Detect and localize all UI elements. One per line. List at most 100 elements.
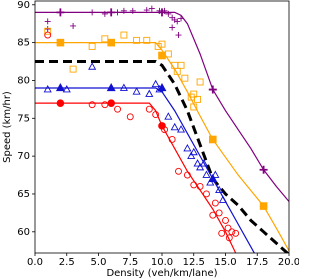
data-point bbox=[43, 85, 52, 93]
y-tick-label: 90 bbox=[17, 0, 30, 11]
data-point bbox=[106, 83, 116, 92]
fit-line bbox=[35, 11, 289, 202]
data-point bbox=[259, 165, 268, 174]
x-tick-label: 5.0 bbox=[91, 257, 107, 268]
x-tick-label: 7.5 bbox=[122, 257, 138, 268]
data-point bbox=[56, 99, 65, 107]
data-point bbox=[44, 26, 51, 32]
x-tick-label: 15.0 bbox=[214, 257, 236, 268]
data-point bbox=[70, 22, 77, 29]
data-point bbox=[154, 42, 162, 50]
y-tick-label: 75 bbox=[17, 113, 30, 124]
y-axis-label: Speed (km/hr) bbox=[2, 91, 13, 163]
fit-line bbox=[35, 60, 289, 253]
x-tick-label: 17.5 bbox=[246, 257, 268, 268]
data-point bbox=[193, 159, 202, 167]
data-point bbox=[222, 217, 229, 224]
data-point bbox=[69, 65, 77, 73]
data-point bbox=[178, 15, 185, 22]
data-point bbox=[218, 195, 228, 203]
data-point bbox=[88, 101, 96, 109]
data-point bbox=[120, 31, 128, 39]
data-point bbox=[107, 38, 116, 47]
fit-line bbox=[35, 42, 289, 252]
chart: Density (veh/km/lane) Speed (km/hr) 0.0 2… bbox=[2, 0, 299, 279]
data-point bbox=[208, 85, 217, 94]
data-point bbox=[145, 105, 153, 113]
data-point bbox=[170, 122, 179, 131]
data-point bbox=[164, 112, 173, 120]
data-point bbox=[215, 185, 224, 194]
data-point bbox=[225, 234, 233, 242]
data-point bbox=[196, 162, 205, 171]
data-point bbox=[176, 125, 186, 133]
data-point bbox=[171, 16, 178, 23]
data-point bbox=[44, 18, 51, 25]
data-point bbox=[177, 61, 185, 69]
data-point bbox=[114, 9, 121, 16]
data-point bbox=[206, 178, 215, 186]
data-point bbox=[187, 151, 196, 159]
data-point bbox=[114, 105, 122, 113]
data-point bbox=[148, 5, 155, 12]
data-point bbox=[224, 224, 232, 232]
data-point bbox=[208, 173, 218, 182]
data-point bbox=[158, 8, 166, 17]
data-point bbox=[62, 85, 71, 93]
data-point bbox=[174, 18, 181, 25]
y-tick-label: 70 bbox=[17, 151, 30, 162]
data-point bbox=[145, 89, 154, 97]
data-point bbox=[55, 83, 65, 92]
data-point bbox=[190, 103, 198, 111]
data-point bbox=[56, 38, 65, 47]
data-point bbox=[211, 170, 220, 178]
data-point bbox=[259, 202, 268, 210]
plot-area bbox=[35, 5, 289, 253]
data-point bbox=[199, 159, 208, 167]
y-tick-label: 60 bbox=[17, 227, 30, 238]
data-point bbox=[209, 211, 217, 219]
data-point bbox=[107, 8, 116, 17]
data-point bbox=[133, 36, 141, 44]
data-point bbox=[218, 229, 226, 237]
x-tick-label: 20.0 bbox=[278, 257, 299, 268]
x-tick-label: 10.0 bbox=[151, 257, 173, 268]
data-point bbox=[120, 7, 127, 14]
data-point bbox=[209, 135, 217, 144]
data-point bbox=[151, 79, 160, 88]
data-point bbox=[202, 190, 210, 198]
data-point bbox=[228, 228, 236, 236]
data-point bbox=[196, 182, 204, 190]
data-point bbox=[158, 40, 166, 48]
data-point bbox=[196, 78, 204, 86]
data-point bbox=[169, 24, 176, 31]
data-point bbox=[232, 229, 240, 237]
data-point bbox=[126, 113, 134, 121]
data-point bbox=[44, 27, 52, 35]
data-point bbox=[165, 10, 172, 17]
data-point bbox=[173, 67, 181, 75]
x-tick-label: 0.0 bbox=[27, 257, 43, 268]
y-tick-label: 80 bbox=[17, 75, 30, 86]
y-tick-label: 85 bbox=[17, 38, 30, 49]
data-point bbox=[152, 111, 160, 118]
data-point bbox=[143, 36, 151, 44]
data-point bbox=[56, 8, 65, 17]
y-tick-label: 65 bbox=[17, 189, 30, 200]
data-point bbox=[143, 7, 150, 14]
x-axis-label: Density (veh/km/lane) bbox=[106, 268, 217, 279]
data-point bbox=[190, 90, 198, 98]
data-point bbox=[215, 209, 223, 217]
data-point bbox=[175, 32, 182, 39]
data-point bbox=[101, 10, 108, 17]
data-point bbox=[181, 74, 189, 82]
data-point bbox=[168, 136, 176, 143]
data-point bbox=[157, 83, 167, 92]
data-point bbox=[158, 51, 166, 60]
fit-line bbox=[35, 102, 237, 253]
data-point bbox=[89, 9, 96, 16]
data-point bbox=[158, 122, 166, 130]
data-point bbox=[88, 62, 97, 70]
data-point bbox=[129, 7, 136, 14]
data-point bbox=[44, 31, 52, 39]
